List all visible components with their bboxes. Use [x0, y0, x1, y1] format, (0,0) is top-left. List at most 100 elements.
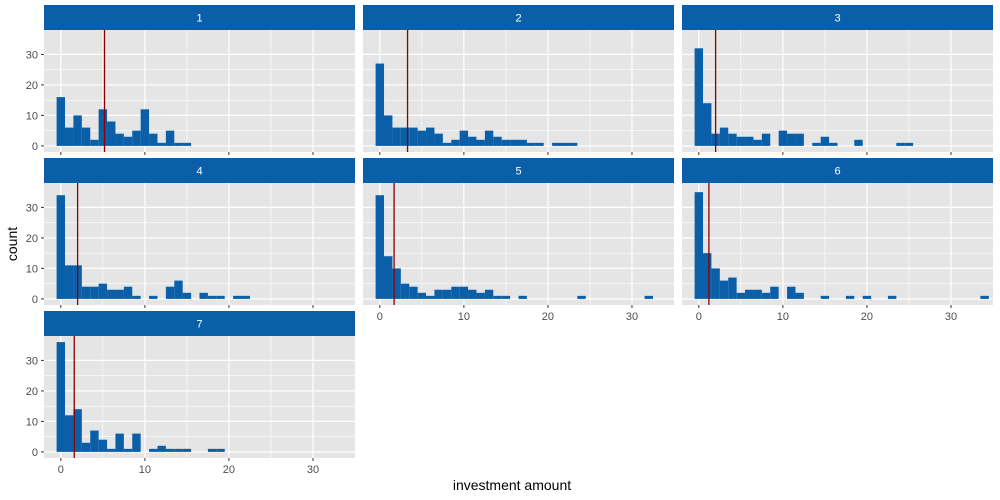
histogram-bar	[149, 133, 158, 146]
histogram-bar	[384, 256, 393, 299]
histogram-bar	[778, 130, 788, 146]
histogram-bar	[149, 295, 158, 299]
histogram-bar	[199, 292, 208, 299]
histogram-bar	[484, 289, 494, 299]
histogram-bar	[73, 409, 82, 452]
y-tick-label: 0	[32, 447, 38, 459]
histogram-bar	[98, 109, 108, 146]
histogram-bar	[65, 415, 74, 452]
facet-strip-label: 3	[834, 13, 840, 25]
histogram-bar	[703, 103, 712, 146]
histogram-bar	[174, 142, 183, 146]
histogram-bar	[140, 109, 150, 146]
histogram-bar	[560, 142, 569, 146]
histogram-bar	[56, 195, 66, 299]
x-axis-title: investment amount	[453, 477, 571, 493]
histogram-bar	[90, 286, 99, 299]
histogram-bar	[417, 130, 427, 146]
histogram-bar	[459, 286, 469, 299]
facet-strip	[44, 5, 355, 30]
histogram-bar	[174, 280, 183, 299]
histogram-bar	[644, 295, 653, 299]
histogram-bar	[694, 192, 704, 299]
histogram-bar	[484, 130, 494, 146]
histogram-bar	[845, 295, 855, 299]
y-tick-label: 20	[26, 386, 38, 398]
histogram-bar	[728, 277, 737, 299]
histogram-bar	[753, 289, 762, 299]
histogram-bar	[493, 136, 502, 146]
facet-strip-label: 2	[515, 13, 521, 25]
histogram-bar	[442, 142, 452, 146]
x-tick-label: 10	[139, 464, 151, 476]
histogram-bar	[510, 139, 519, 146]
panel-background	[682, 30, 993, 152]
facet-panel-4: 4 0 10 20 30	[26, 158, 355, 308]
y-tick-label: 20	[26, 80, 38, 92]
histogram-bar	[98, 283, 108, 299]
histogram-bar	[384, 115, 393, 146]
histogram-bar	[736, 136, 746, 146]
y-tick-label: 0	[32, 294, 38, 306]
histogram-bar	[862, 295, 872, 299]
histogram-bar	[400, 127, 410, 146]
histogram-bar	[115, 433, 124, 452]
facet-strip	[44, 158, 355, 183]
histogram-bar	[980, 295, 989, 299]
histogram-bar	[149, 448, 158, 452]
histogram-bar	[434, 133, 443, 146]
facet-strip	[682, 5, 993, 30]
histogram-bar	[577, 295, 586, 299]
histogram-bar	[468, 136, 477, 146]
histogram-bar	[400, 283, 410, 299]
histogram-bar	[703, 253, 712, 299]
histogram-bar	[770, 286, 779, 299]
histogram-bar	[501, 295, 511, 299]
y-tick-label: 10	[26, 416, 38, 428]
histogram-bar	[90, 430, 99, 452]
histogram-bar	[493, 295, 502, 299]
facet-strip	[363, 158, 674, 183]
x-tick-label: 0	[58, 464, 64, 476]
histogram-bar	[98, 439, 108, 452]
x-tick-label: 20	[542, 311, 554, 323]
y-tick-label: 0	[32, 141, 38, 153]
histogram-bar	[392, 268, 401, 299]
y-tick-label: 10	[26, 110, 38, 122]
histogram-bar	[761, 292, 771, 299]
x-tick-label: 0	[377, 311, 383, 323]
histogram-bar	[409, 286, 418, 299]
histogram-bar	[736, 292, 746, 299]
facet-strip-label: 6	[834, 166, 840, 178]
histogram-bar	[518, 139, 527, 146]
histogram-bar	[90, 139, 99, 146]
histogram-bar	[812, 142, 821, 146]
histogram-bar	[820, 295, 830, 299]
x-tick-label: 20	[223, 464, 235, 476]
histogram-bar	[526, 142, 536, 146]
histogram-bar	[795, 292, 804, 299]
histogram-bar	[417, 292, 427, 299]
histogram-bar	[451, 139, 460, 146]
x-tick-label: 30	[626, 311, 638, 323]
y-tick-label: 30	[26, 202, 38, 214]
histogram-bar	[409, 127, 418, 146]
histogram-bar	[81, 286, 91, 299]
histogram-bar	[829, 142, 838, 146]
histogram-bar	[711, 268, 720, 299]
histogram-bar	[216, 295, 225, 299]
histogram-bar	[182, 292, 192, 299]
histogram-bar	[107, 448, 116, 452]
histogram-bar	[459, 130, 469, 146]
histogram-bar	[56, 342, 66, 452]
histogram-bar	[761, 133, 771, 146]
histogram-bar	[728, 133, 737, 146]
y-tick-label: 20	[26, 233, 38, 245]
histogram-bar	[241, 295, 250, 299]
x-tick-label: 0	[696, 311, 702, 323]
histogram-bar	[854, 139, 863, 146]
histogram-bar	[442, 289, 452, 299]
